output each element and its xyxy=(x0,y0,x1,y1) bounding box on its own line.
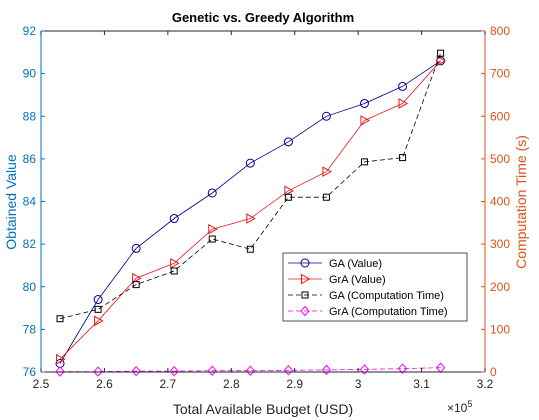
data-point xyxy=(436,55,447,67)
data-point xyxy=(359,98,369,108)
x-tick-label: 3 xyxy=(355,377,362,391)
series-4 xyxy=(55,362,446,377)
data-point xyxy=(245,365,255,376)
y-axis-left-label: Obtained Value xyxy=(3,154,19,250)
series-3 xyxy=(56,49,445,323)
data-point xyxy=(321,111,331,121)
legend-label: GrA (Value) xyxy=(329,274,386,286)
data-point xyxy=(398,81,408,91)
series-layer xyxy=(55,49,447,377)
x-tick-label: 3.2 xyxy=(477,377,494,391)
data-point xyxy=(360,115,371,126)
series-line-2 xyxy=(59,60,441,360)
data-point xyxy=(284,193,292,201)
y-right-tick-label: 100 xyxy=(490,322,510,336)
data-point xyxy=(246,245,254,253)
data-point xyxy=(131,243,141,253)
legend-entry: GrA (Computation Time) xyxy=(288,305,448,318)
data-point xyxy=(56,353,66,365)
data-point xyxy=(56,315,64,323)
data-point xyxy=(208,223,218,235)
y-right-tick-label: 700 xyxy=(490,67,510,81)
x-tick-label: 2.7 xyxy=(160,377,177,391)
data-point xyxy=(132,281,140,289)
data-point xyxy=(284,185,294,197)
data-point xyxy=(246,213,256,224)
data-point xyxy=(437,49,445,57)
series-1 xyxy=(55,56,446,368)
data-point xyxy=(169,365,179,377)
data-point xyxy=(131,365,141,377)
x-tick-label: 2.5 xyxy=(33,377,50,391)
y-left-tick-label: 84 xyxy=(23,195,37,209)
data-point xyxy=(322,166,332,178)
data-point xyxy=(55,366,65,377)
legend-marker xyxy=(301,291,309,299)
x-axis-exponent: ×105 xyxy=(447,399,472,415)
data-point xyxy=(169,214,179,224)
y-right-tick-label: 500 xyxy=(490,152,510,166)
data-point xyxy=(283,137,293,147)
legend-marker xyxy=(301,273,311,285)
data-point xyxy=(397,363,408,374)
chart-title: Genetic vs. Greedy Algorithm xyxy=(172,10,354,25)
data-point xyxy=(398,98,409,109)
y-left-tick-label: 86 xyxy=(23,152,37,166)
y-left-tick-label: 92 xyxy=(23,24,37,38)
y-right-tick-label: 400 xyxy=(490,195,510,209)
data-point xyxy=(245,158,255,168)
x-tick-label: 2.9 xyxy=(286,377,303,391)
x-tick-label: 2.6 xyxy=(96,377,113,391)
y-right-tick-label: 300 xyxy=(490,237,510,251)
data-point xyxy=(207,365,217,376)
data-point xyxy=(207,188,217,198)
x-tick-label: 2.8 xyxy=(223,377,240,391)
y-right-tick-label: 600 xyxy=(490,109,510,123)
data-point xyxy=(399,154,407,162)
data-point xyxy=(321,364,332,376)
legend-entry: GA (Computation Time) xyxy=(288,290,444,302)
y-left-tick-label: 90 xyxy=(23,67,37,81)
series-2 xyxy=(56,55,447,365)
legend-label: GA (Computation Time) xyxy=(329,290,444,302)
y-right-tick-label: 800 xyxy=(490,24,510,38)
data-point xyxy=(132,272,142,284)
legend-entry: GrA (Value) xyxy=(288,273,386,286)
data-point xyxy=(170,257,180,269)
data-point xyxy=(93,366,103,377)
y-left-tick-label: 88 xyxy=(23,109,37,123)
axes-layer: 2.5 2.6 2.7 2.8 2.9 3 3.1 3.2 76 78 80 82 84 86 88 90 92… xyxy=(23,24,511,391)
data-point xyxy=(94,305,102,313)
data-point xyxy=(93,295,103,305)
y-left-tick-label: 76 xyxy=(23,365,37,379)
data-point xyxy=(359,364,370,375)
y-right-tick-label: 200 xyxy=(490,280,510,294)
y-left-tick-label: 78 xyxy=(23,322,37,336)
data-point xyxy=(360,158,368,166)
x-axis-label: Total Available Budget (USD) xyxy=(173,401,353,417)
data-point xyxy=(170,267,178,275)
y-left-tick-label: 82 xyxy=(23,237,37,251)
legend-label: GrA (Computation Time) xyxy=(329,306,448,318)
y-left-tick-label: 80 xyxy=(23,280,37,294)
legend: GA (Value) GrA (Value) GA (Computation Tim… xyxy=(282,252,468,322)
data-point xyxy=(94,315,104,327)
data-point xyxy=(208,235,216,243)
data-point xyxy=(322,193,330,201)
data-point xyxy=(283,365,294,376)
y-axis-right-label: Computation Time (s) xyxy=(513,135,529,269)
x-tick-label: 3.1 xyxy=(413,377,430,391)
legend-entry: GA (Value) xyxy=(288,258,382,270)
legend-marker xyxy=(300,258,310,268)
legend-label: GA (Value) xyxy=(329,258,382,270)
series-line-1 xyxy=(59,60,441,364)
legend-marker xyxy=(300,305,310,317)
legend-box xyxy=(282,252,468,322)
y-right-tick-label: 0 xyxy=(490,365,497,379)
